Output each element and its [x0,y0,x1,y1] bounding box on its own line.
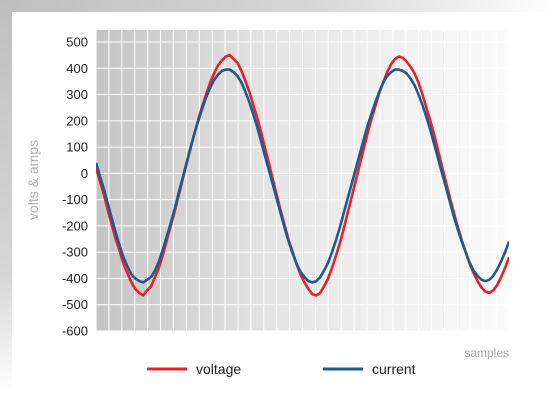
y-tick-label: -100 [62,192,88,207]
y-tick-label: 0 [81,166,88,181]
y-tick-label: 300 [66,87,88,102]
y-tick-label: -400 [62,271,88,286]
series-lines [96,53,509,297]
frame-top-border [0,0,557,12]
legend-label-voltage: voltage [196,361,241,377]
series-line-current [96,68,509,284]
frame-left-border [0,0,12,393]
y-tick-label: 400 [66,61,88,76]
grid-lines [95,30,510,332]
legend: voltage current [147,361,416,377]
y-tick-labels: 500 400 300 200 100 0 -100 -200 -300 -400 -500 -600 [62,35,88,339]
y-tick-label: 500 [66,35,88,50]
x-axis-label: samples [464,346,509,360]
legend-label-current: current [372,361,416,377]
y-tick-label: -200 [62,218,88,233]
y-axis-label: volts & amps [25,140,41,220]
series-line-voltage [96,53,509,297]
y-tick-label: 100 [66,140,88,155]
y-tick-label: 200 [66,113,88,128]
y-tick-label: -300 [62,245,88,260]
y-tick-label: -500 [62,297,88,312]
y-tick-label: -600 [62,324,88,339]
